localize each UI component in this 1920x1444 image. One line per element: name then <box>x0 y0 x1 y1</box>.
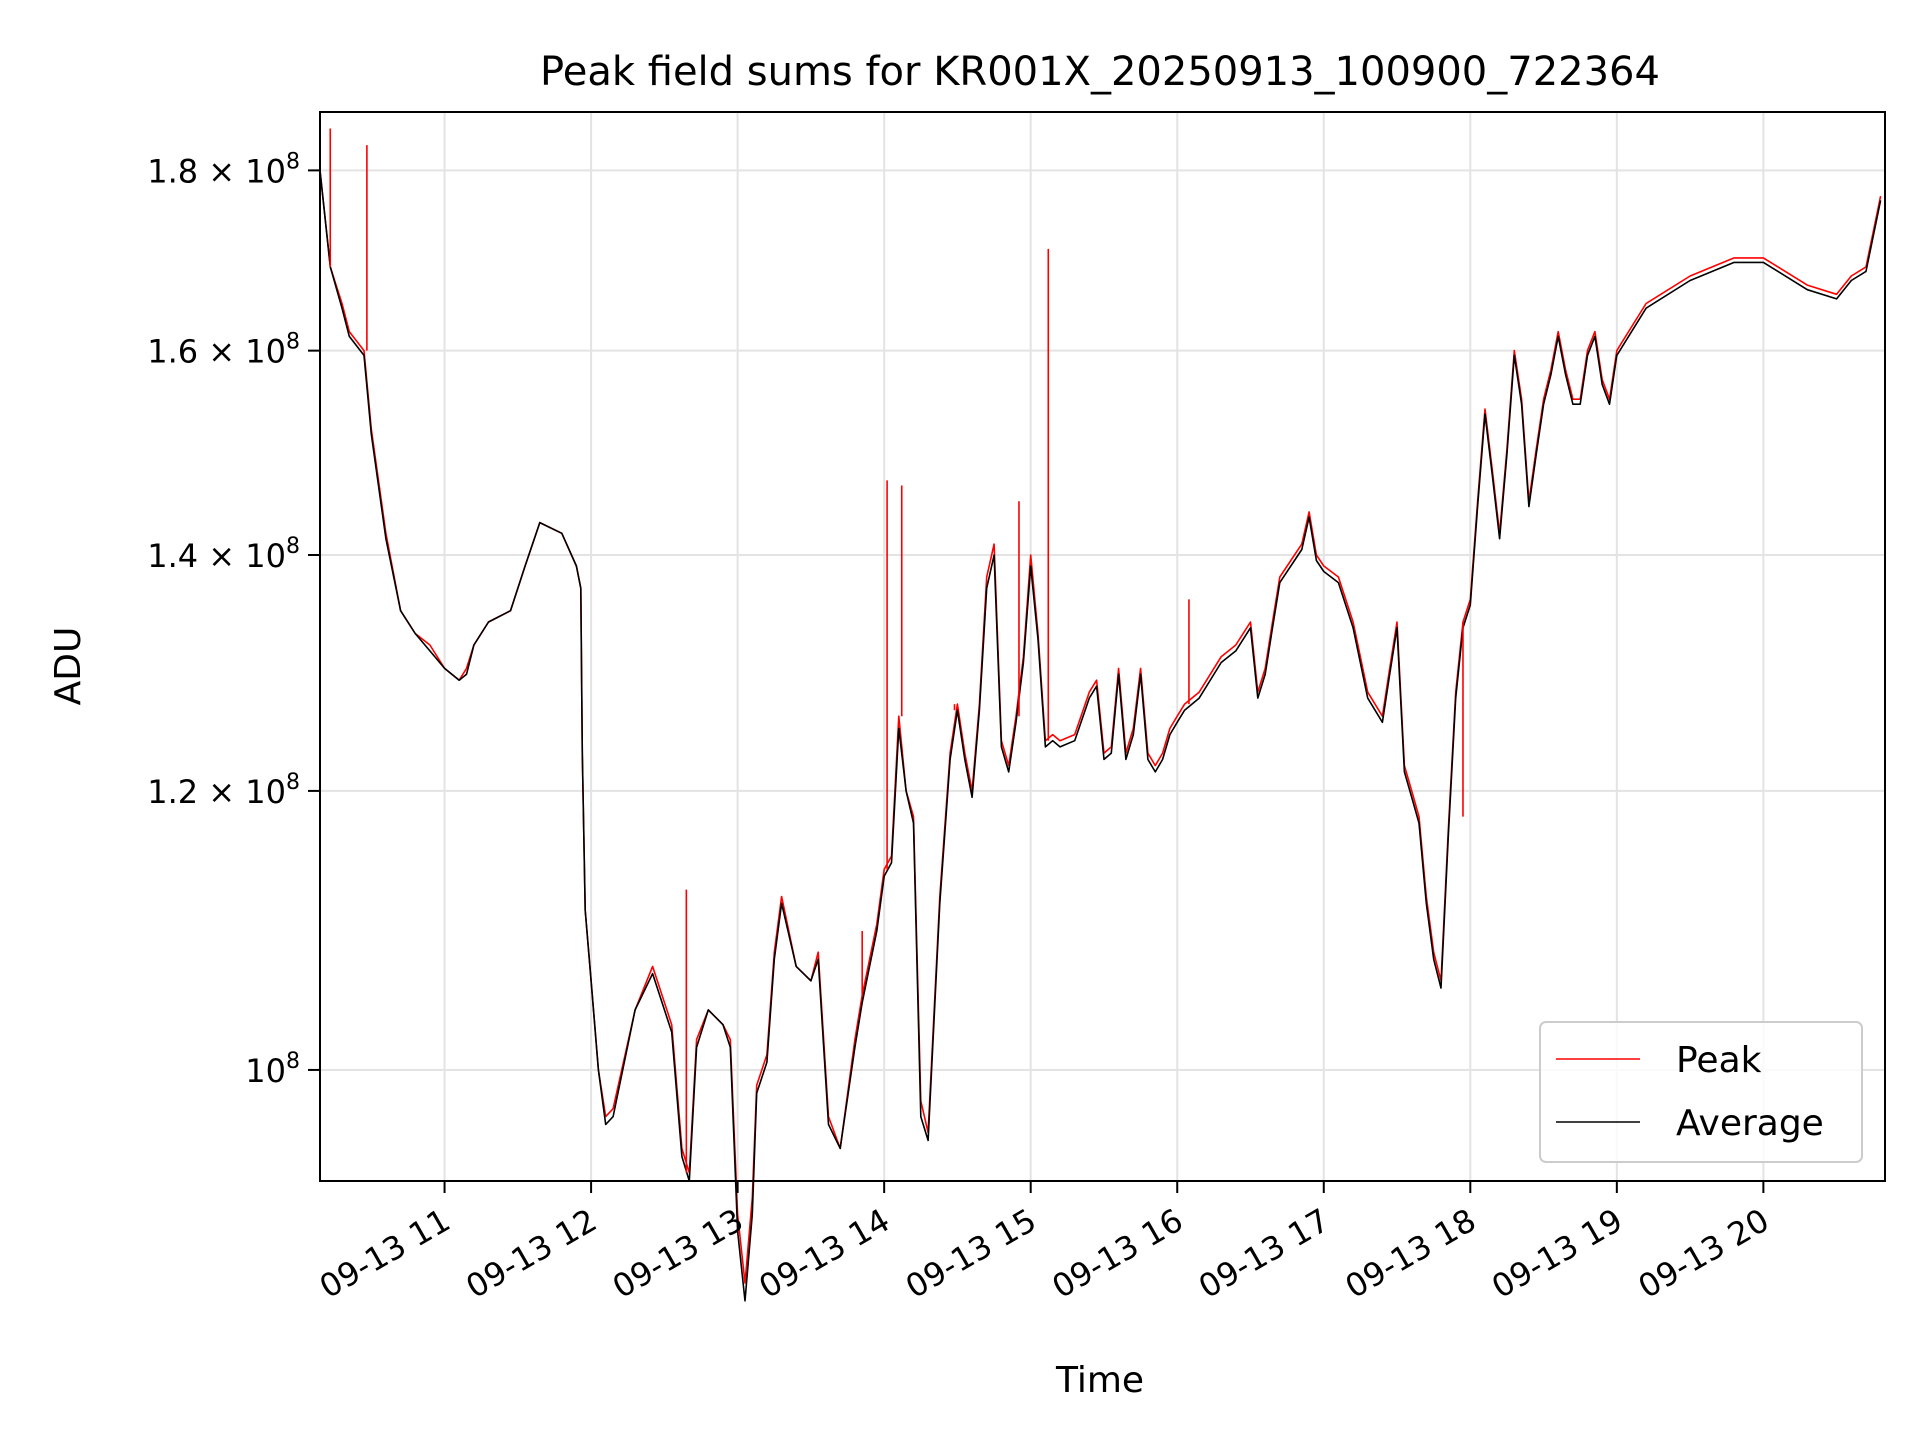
y-axis-ticks: 108 1.2 × 108 1.4 × 108 1.6 × 108 1.8 × 108 <box>147 149 320 1090</box>
y-tick-label: 1.4 × 108 <box>147 534 300 575</box>
average-series-line <box>319 170 1882 1302</box>
y-tick-label: 1.6 × 108 <box>147 330 300 371</box>
y-axis-label: ADU <box>48 627 89 706</box>
legend: Peak Average <box>1539 1021 1863 1163</box>
legend-label-average: Average <box>1676 1103 1824 1144</box>
plot-frame <box>319 111 1886 1182</box>
legend-box <box>1539 1021 1863 1163</box>
legend-label-peak: Peak <box>1676 1040 1762 1081</box>
series-layer <box>319 128 1882 1302</box>
y-tick-label: 1.8 × 108 <box>147 149 300 190</box>
x-axis-label: Time <box>1055 1360 1144 1401</box>
y-tick-label: 1.2 × 108 <box>147 770 300 811</box>
y-tick-label: 108 <box>245 1049 300 1090</box>
chart-title: Peak field sums for KR001X_20250913_1009… <box>540 49 1660 95</box>
